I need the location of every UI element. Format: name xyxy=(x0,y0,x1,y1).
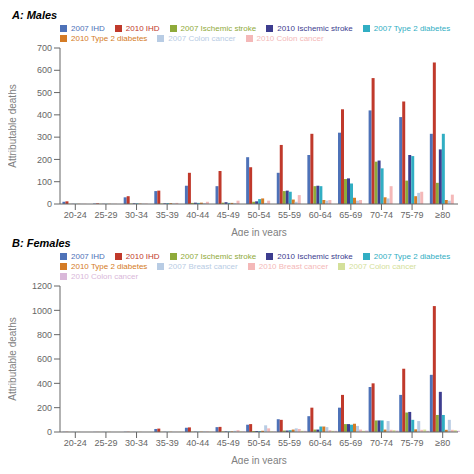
html-text:2010 IHD: 2010 IHD xyxy=(125,252,160,261)
html-text:A: Males: A: Males xyxy=(12,9,58,21)
svg-text:35-39: 35-39 xyxy=(156,210,179,220)
svg-text:50-54: 50-54 xyxy=(247,210,270,220)
html-text:2007 Type 2 diabetes: 2007 Type 2 diabetes xyxy=(373,24,451,33)
svg-text:70-74: 70-74 xyxy=(370,210,393,220)
svg-text:Attributable deaths: Attributable deaths xyxy=(8,317,18,400)
svg-text:600: 600 xyxy=(37,65,52,75)
svg-text:300: 300 xyxy=(37,132,52,142)
svg-text:40-44: 40-44 xyxy=(186,438,209,448)
svg-text:75-79: 75-79 xyxy=(401,438,424,448)
html-text:2010 Breast cancer: 2010 Breast cancer xyxy=(258,262,329,271)
svg-text:1200: 1200 xyxy=(32,281,52,291)
svg-text:Attributable deaths: Attributable deaths xyxy=(8,84,18,167)
svg-text:25-29: 25-29 xyxy=(94,210,117,220)
html-text:2010 Ischemic stroke: 2010 Ischemic stroke xyxy=(277,24,353,33)
svg-text:65-69: 65-69 xyxy=(339,210,362,220)
html-text:2010 Type 2 diabetes: 2010 Type 2 diabetes xyxy=(71,34,148,43)
svg-text:700: 700 xyxy=(37,43,52,53)
html-text:2007 Colon cancer: 2007 Colon cancer xyxy=(168,34,236,43)
svg-text:400: 400 xyxy=(37,110,52,120)
html-text:2007 Ischemic stroke: 2007 Ischemic stroke xyxy=(180,24,257,33)
html-text:2007 Breast cancer: 2007 Breast cancer xyxy=(168,262,238,271)
html-text:2010 Type 2 diabetes: 2010 Type 2 diabetes xyxy=(71,262,148,271)
html-text:2010 Ischemic stroke: 2010 Ischemic stroke xyxy=(277,252,353,261)
svg-text:1000: 1000 xyxy=(32,306,52,316)
svg-text:60-64: 60-64 xyxy=(309,210,332,220)
svg-text:20-24: 20-24 xyxy=(64,438,87,448)
html-text:2007 Type 2 diabetes: 2007 Type 2 diabetes xyxy=(373,252,451,261)
svg-text:Age in years: Age in years xyxy=(231,227,287,236)
svg-text:0: 0 xyxy=(47,199,52,209)
svg-text:60-64: 60-64 xyxy=(309,438,332,448)
svg-text:200: 200 xyxy=(37,403,52,413)
svg-text:45-49: 45-49 xyxy=(217,210,240,220)
html-text:2007 IHD: 2007 IHD xyxy=(71,24,105,33)
svg-text:35-39: 35-39 xyxy=(156,438,179,448)
svg-text:600: 600 xyxy=(37,354,52,364)
svg-text:30-34: 30-34 xyxy=(125,438,148,448)
html-text:2010 Colon cancer: 2010 Colon cancer xyxy=(256,34,324,43)
html-text:B: Females: B: Females xyxy=(12,237,71,249)
svg-text:200: 200 xyxy=(37,155,52,165)
svg-text:400: 400 xyxy=(37,379,52,389)
svg-text:100: 100 xyxy=(37,177,52,187)
svg-text:Age in years: Age in years xyxy=(231,455,287,464)
svg-text:50-54: 50-54 xyxy=(247,438,270,448)
html-text:2007 Ischemic stroke: 2007 Ischemic stroke xyxy=(180,252,257,261)
svg-text:65-69: 65-69 xyxy=(339,438,362,448)
svg-text:30-34: 30-34 xyxy=(125,210,148,220)
svg-text:55-59: 55-59 xyxy=(278,210,301,220)
svg-text:75-79: 75-79 xyxy=(401,210,424,220)
html-text:2007 Colon cancer: 2007 Colon cancer xyxy=(349,262,417,271)
svg-text:55-59: 55-59 xyxy=(278,438,301,448)
svg-text:25-29: 25-29 xyxy=(94,438,117,448)
svg-text:20-24: 20-24 xyxy=(64,210,87,220)
svg-text:800: 800 xyxy=(37,330,52,340)
html-text:2010 IHD: 2010 IHD xyxy=(125,24,160,33)
html-text:2010 Colon cancer: 2010 Colon cancer xyxy=(71,272,139,281)
svg-text:≥80: ≥80 xyxy=(435,210,450,220)
html-text:2007 IHD: 2007 IHD xyxy=(71,252,105,261)
svg-text:500: 500 xyxy=(37,88,52,98)
svg-text:45-49: 45-49 xyxy=(217,438,240,448)
svg-text:40-44: 40-44 xyxy=(186,210,209,220)
svg-text:0: 0 xyxy=(47,427,52,437)
svg-text:≥80: ≥80 xyxy=(435,438,450,448)
svg-text:70-74: 70-74 xyxy=(370,438,393,448)
